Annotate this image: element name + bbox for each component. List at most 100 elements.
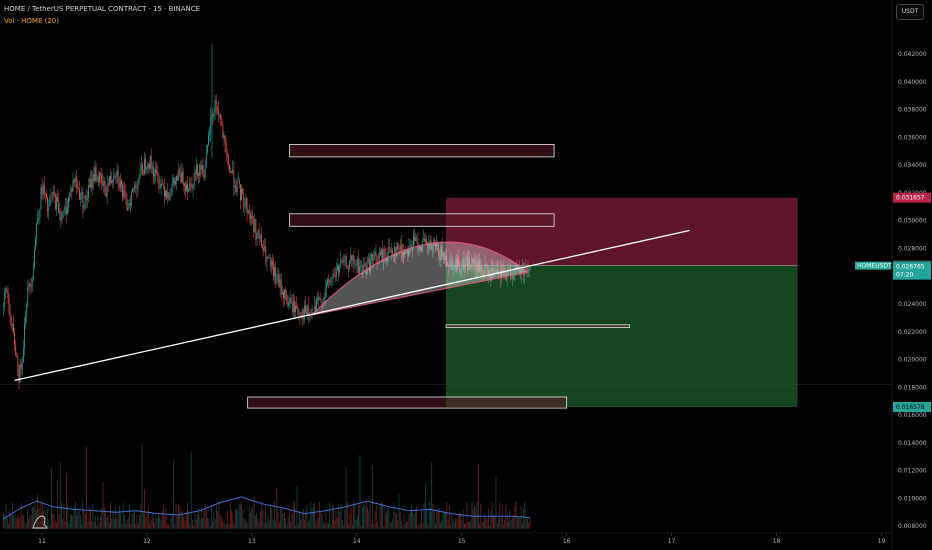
candle-body — [308, 306, 310, 315]
volume-bar — [459, 511, 460, 529]
candle-body — [254, 219, 256, 233]
volume-bar — [451, 515, 453, 529]
volume-bar — [189, 523, 191, 529]
candle-body — [425, 239, 426, 241]
candle-body — [154, 174, 155, 177]
candle-body — [524, 272, 526, 276]
volume-bar — [299, 510, 300, 529]
candle-body — [339, 267, 341, 273]
candle-body — [331, 277, 333, 279]
volume-bar — [158, 513, 159, 529]
candle-body — [50, 197, 52, 198]
volume-bar — [183, 516, 185, 529]
volume-bar — [17, 514, 18, 529]
volume-bar — [385, 513, 387, 529]
candle-body — [387, 247, 389, 255]
volume-bar — [498, 517, 499, 529]
candle-body — [430, 240, 432, 250]
candle-body — [198, 173, 199, 176]
volume-bar — [353, 501, 355, 529]
volume-bar — [471, 501, 473, 529]
candle-body — [494, 269, 496, 270]
volume-bar — [117, 511, 119, 529]
candle-body — [209, 133, 211, 136]
candle-body — [311, 309, 313, 315]
candle-body — [501, 269, 502, 279]
volume-bar — [185, 510, 187, 529]
candle-body — [29, 283, 31, 286]
candle-body — [460, 269, 462, 273]
candle-body — [155, 169, 157, 175]
volume-bar — [357, 515, 358, 529]
volume-bar — [47, 508, 49, 529]
tradingview-logo-icon — [32, 515, 48, 529]
volume-bar — [490, 510, 492, 529]
volume-bar — [209, 526, 211, 529]
volume-bar — [161, 510, 163, 529]
volume-bar — [457, 515, 459, 529]
candle-body — [352, 255, 354, 262]
price-tick-label: 0.038000 — [898, 107, 927, 114]
candle-body — [30, 285, 32, 288]
volume-bar — [153, 517, 154, 529]
volume-bar — [38, 508, 40, 529]
candle-body — [275, 267, 277, 283]
drawings[interactable] — [14, 229, 690, 381]
volume-bar — [306, 504, 308, 529]
candle-body — [374, 251, 376, 257]
volume-bar — [427, 523, 429, 529]
volume-bar — [190, 452, 192, 529]
resistance-zones[interactable] — [247, 144, 631, 409]
candle-body — [27, 286, 29, 304]
volume-bar — [350, 508, 352, 529]
candle-body — [119, 180, 121, 189]
candle-body — [128, 203, 130, 208]
candle-body — [213, 113, 215, 116]
volume-bar — [72, 515, 74, 529]
candles — [3, 44, 531, 390]
candle-body — [36, 224, 38, 239]
candle-body — [82, 191, 84, 209]
candle-body — [11, 323, 13, 326]
candle-body — [240, 184, 241, 201]
candle-body — [247, 209, 249, 214]
candle-body — [95, 167, 97, 182]
candle-body — [418, 249, 420, 250]
candle-body — [344, 256, 346, 258]
volume-bar — [419, 523, 421, 529]
candle-body — [93, 174, 95, 181]
volume-indicator-label[interactable]: Vol · HOME (20) — [4, 17, 59, 25]
candle-body — [156, 169, 158, 173]
candle-body — [164, 186, 165, 197]
candle-body — [513, 275, 515, 280]
volume-bar — [300, 519, 302, 529]
candle-body — [203, 175, 205, 179]
candle-body — [447, 265, 449, 267]
volume-bar — [277, 511, 279, 529]
volume-bar — [200, 508, 202, 529]
candle-body — [356, 259, 358, 266]
volume-bar — [296, 486, 298, 529]
volume-bar — [217, 511, 219, 529]
short-position-tool[interactable] — [446, 197, 798, 408]
volume-bar — [398, 493, 400, 529]
candle-body — [448, 266, 450, 267]
candle-body — [368, 257, 370, 271]
volume-bar — [418, 524, 420, 529]
volume-bar — [13, 514, 15, 529]
volume-bar — [228, 524, 230, 529]
volume-bar — [431, 462, 433, 529]
candle-body — [407, 250, 409, 257]
volume-bar — [129, 505, 130, 529]
currency-button[interactable]: USDT — [896, 4, 924, 20]
volume-bar — [82, 501, 84, 529]
volume-bar — [351, 524, 353, 529]
volume-bar — [25, 523, 27, 529]
candle-body — [473, 259, 475, 264]
volume-bar — [193, 525, 195, 529]
candle-body — [69, 192, 71, 197]
volume-bar — [236, 508, 237, 529]
volume-bar — [433, 510, 435, 529]
volume-bar — [139, 515, 140, 529]
